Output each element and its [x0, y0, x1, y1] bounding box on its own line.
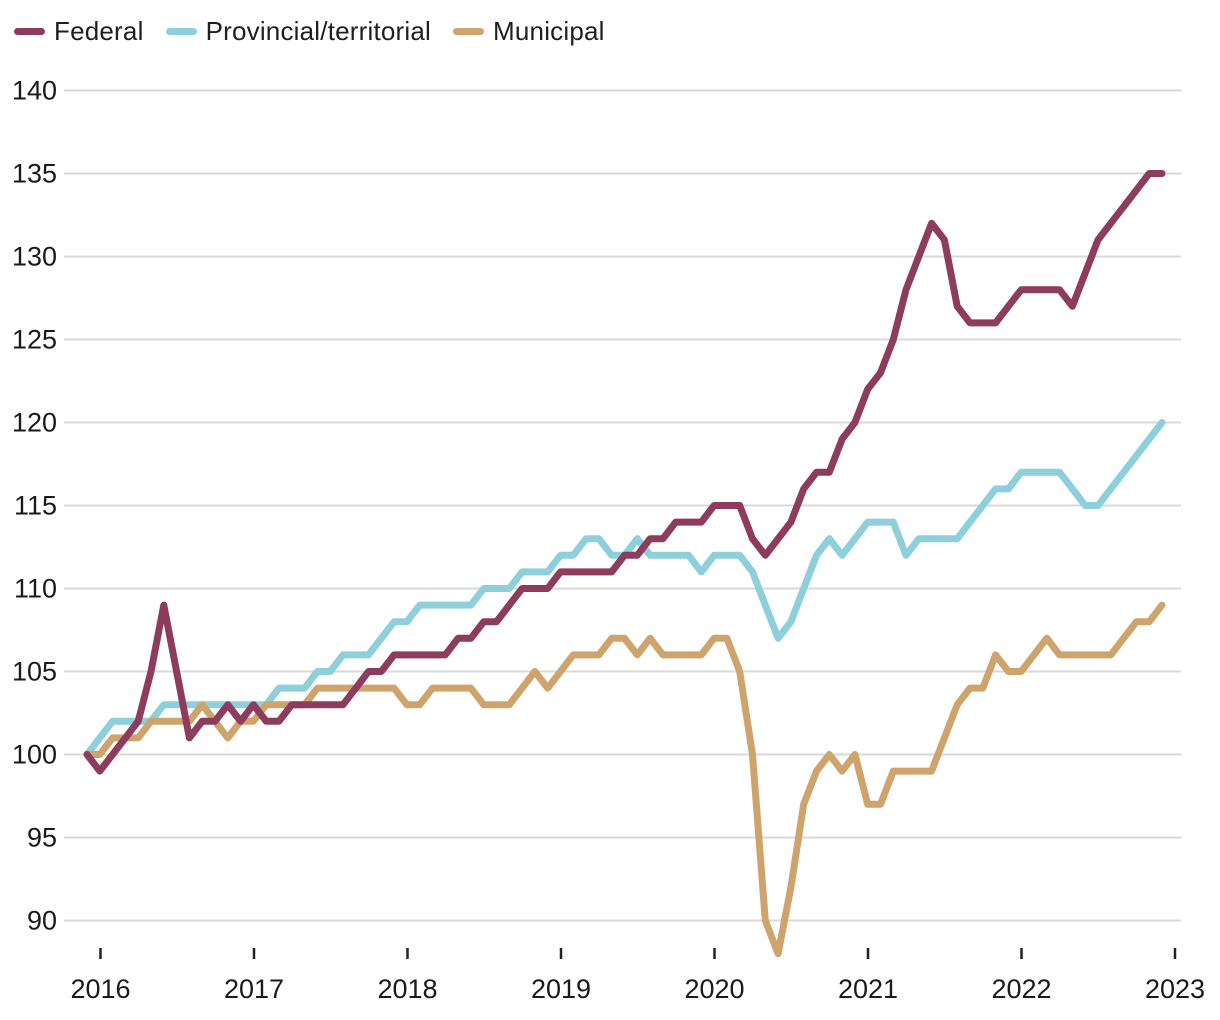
legend-item-federal: Federal	[14, 16, 144, 47]
x-axis-label-2019: 2019	[531, 974, 591, 1004]
provincial-swatch	[165, 28, 197, 35]
y-axis-label-120: 120	[12, 408, 57, 438]
x-axis-label-2023: 2023	[1145, 974, 1205, 1004]
y-axis-label-135: 135	[12, 159, 57, 189]
y-axis-label-130: 130	[12, 242, 57, 272]
legend-label-provincial: Provincial/territorial	[205, 16, 432, 46]
legend-label-municipal: Municipal	[493, 16, 605, 46]
y-axis-label-90: 90	[27, 906, 57, 936]
x-axis-label-2016: 2016	[70, 974, 130, 1004]
x-axis-label-2020: 2020	[684, 974, 744, 1004]
y-axis-label-95: 95	[27, 823, 57, 853]
y-axis-label-125: 125	[12, 325, 57, 355]
federal-line	[83, 170, 1166, 775]
y-axis-label-100: 100	[12, 740, 57, 770]
legend: Federal Provincial/territorial Municipal	[14, 16, 605, 47]
y-axis-label-140: 140	[12, 76, 57, 106]
x-axis-label-2021: 2021	[838, 974, 898, 1004]
x-axis-label-2022: 2022	[991, 974, 1051, 1004]
x-axis-label-2018: 2018	[377, 974, 437, 1004]
municipal-swatch	[453, 28, 485, 35]
municipal-line	[83, 601, 1166, 958]
x-axis-label-2017: 2017	[224, 974, 284, 1004]
legend-item-provincial: Provincial/territorial	[165, 16, 432, 47]
legend-label-federal: Federal	[54, 16, 144, 46]
y-axis-label-115: 115	[14, 491, 57, 521]
legend-item-municipal: Municipal	[453, 16, 605, 47]
y-axis-label-105: 105	[12, 657, 57, 687]
y-axis-label-110: 110	[14, 574, 57, 604]
federal-swatch	[14, 28, 45, 35]
